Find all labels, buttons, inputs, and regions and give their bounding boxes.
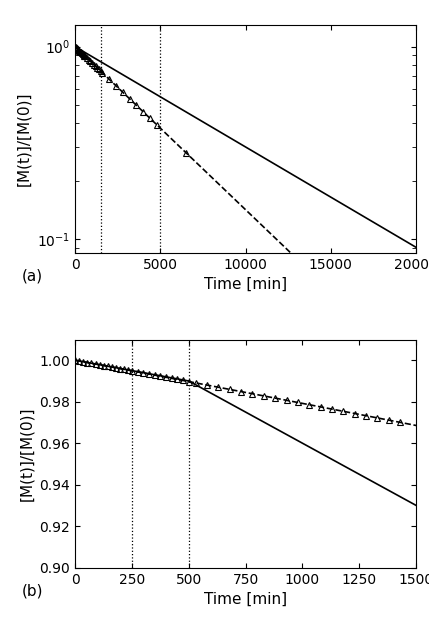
Y-axis label: [M(t)]/[M(0)]: [M(t)]/[M(0)] (16, 91, 31, 186)
Text: (b): (b) (22, 583, 44, 598)
Y-axis label: [M(t)]/[M(0)]: [M(t)]/[M(0)] (19, 407, 34, 501)
X-axis label: Time [min]: Time [min] (204, 277, 287, 292)
Text: (a): (a) (22, 268, 43, 283)
X-axis label: Time [min]: Time [min] (204, 592, 287, 607)
